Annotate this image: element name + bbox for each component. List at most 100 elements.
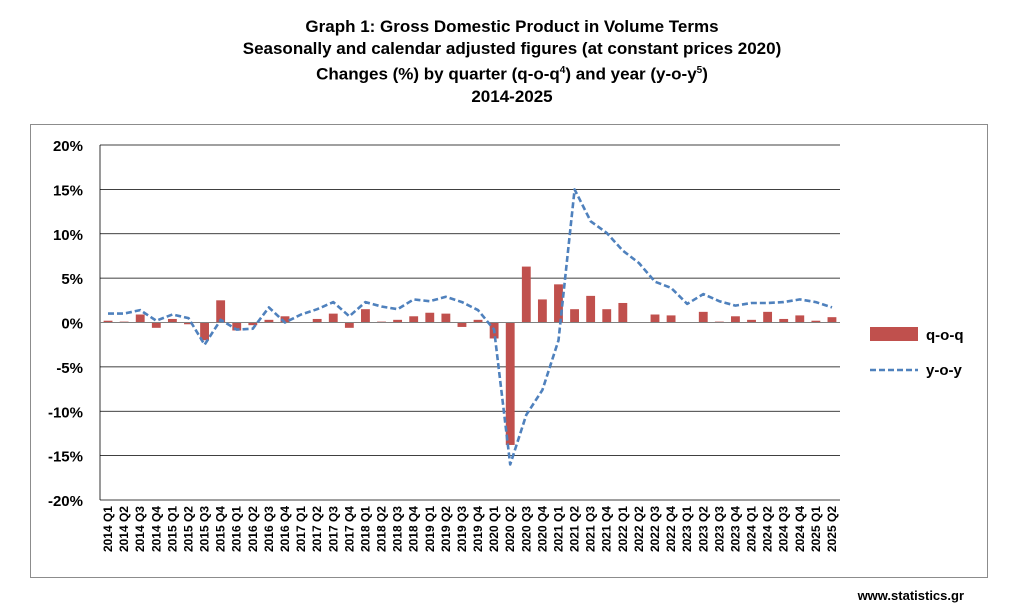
qoq-bar [666, 315, 676, 323]
qoq-bar [393, 319, 403, 323]
qoq-bar [200, 322, 209, 341]
x-tick-label: 2017 Q3 [326, 506, 340, 552]
title-line-3-part-b: ) and year (y-o-y [565, 64, 697, 84]
x-tick-label: 2024 Q3 [777, 506, 791, 552]
x-tick-label: 2021 Q1 [551, 506, 565, 552]
x-tick-label: 2014 Q2 [117, 506, 131, 552]
qoq-bar [473, 319, 483, 323]
qoq-bar [521, 266, 531, 323]
qoq-bar [361, 309, 370, 323]
y-tick-label: -15% [48, 449, 83, 466]
x-tick-label: 2022 Q2 [632, 506, 646, 552]
y-tick-label: -5% [56, 360, 83, 377]
qoq-bar [795, 315, 805, 323]
x-tick-label: 2023 Q3 [712, 506, 726, 552]
qoq-bar [747, 319, 756, 323]
qoq-bar [602, 309, 612, 323]
x-tick-label: 2018 Q4 [407, 506, 421, 552]
qoq-bar [570, 309, 579, 323]
qoq-bar [457, 322, 467, 327]
y-tick-label: 5% [61, 271, 83, 288]
y-tick-label: -10% [48, 404, 83, 421]
x-tick-label: 2014 Q3 [133, 506, 147, 552]
y-tick-label: 0% [61, 316, 83, 333]
x-tick-label: 2020 Q1 [487, 506, 501, 552]
qoq-bar [554, 284, 563, 323]
x-tick-label: 2021 Q3 [584, 506, 598, 552]
x-tick-label: 2018 Q1 [358, 506, 372, 552]
x-tick-label: 2022 Q3 [648, 506, 662, 552]
x-tick-label: 2021 Q4 [600, 506, 614, 552]
qoq-bar [280, 316, 290, 323]
qoq-bar [586, 295, 596, 323]
qoq-bar [151, 322, 161, 328]
yoy-line [108, 188, 833, 466]
x-tick-label: 2014 Q1 [101, 506, 115, 552]
x-tick-label: 2019 Q1 [423, 506, 437, 552]
qoq-bar [650, 314, 660, 323]
x-tick-label: 2024 Q2 [761, 506, 775, 552]
chart-title-line-2: Seasonally and calendar adjusted figures… [242, 39, 782, 58]
x-tick-label: 2019 Q2 [439, 506, 453, 552]
title-line-3-part-a: Changes (%) by quarter (q-o-q [316, 64, 560, 84]
qoq-bar [312, 318, 322, 323]
x-tick-label: 2024 Q4 [793, 506, 807, 552]
y-tick-label: -20% [48, 493, 83, 510]
qoq-bar [135, 314, 145, 323]
qoq-bar [537, 299, 547, 323]
title-line-3-part-c: ) [702, 64, 708, 84]
qoq-bar [232, 322, 242, 331]
chart-title-line-4: 2014-2025 [471, 86, 553, 106]
x-tick-label: 2017 Q4 [342, 506, 356, 552]
x-tick-label: 2016 Q2 [246, 506, 260, 552]
y-tick-label: 15% [53, 182, 83, 199]
chart-frame [30, 124, 988, 578]
x-tick-label: 2021 Q2 [568, 506, 582, 552]
qoq-bar [618, 302, 628, 323]
source-website: www.statistics.gr [857, 588, 964, 603]
x-tick-label: 2018 Q3 [391, 506, 405, 552]
x-tick-label: 2016 Q1 [230, 506, 244, 552]
qoq-bar [409, 316, 419, 323]
qoq-bar [811, 320, 821, 323]
footnote-marker-5: 5 [696, 65, 703, 76]
x-tick-label: 2020 Q4 [535, 506, 549, 552]
legend-swatch-qoq [870, 327, 918, 341]
x-tick-label: 2025 Q2 [825, 506, 839, 552]
x-tick-label: 2014 Q4 [149, 506, 163, 552]
x-tick-label: 2019 Q4 [471, 506, 485, 552]
y-tick-label: 20% [53, 138, 83, 155]
x-tick-label: 2022 Q1 [616, 506, 630, 552]
qoq-bar [103, 320, 113, 323]
x-tick-label: 2017 Q2 [310, 506, 324, 552]
qoq-bar [216, 300, 226, 323]
x-tick-label: 2022 Q4 [664, 506, 678, 552]
qoq-bar [731, 316, 740, 323]
x-tick-label: 2015 Q2 [181, 506, 195, 552]
footnote-marker-4: 4 [559, 65, 566, 76]
legend-label-yoy: y-o-y [926, 362, 962, 379]
x-tick-label: 2017 Q1 [294, 506, 308, 552]
qoq-bar [698, 311, 708, 323]
x-tick-label: 2018 Q2 [375, 506, 389, 552]
x-tick-label: 2015 Q3 [198, 506, 212, 552]
chart-title-block: Graph 1: Gross Domestic Product in Volum… [0, 16, 1024, 108]
x-tick-label: 2019 Q3 [455, 506, 469, 552]
qoq-bar [264, 319, 274, 323]
qoq-bar [328, 313, 338, 323]
y-tick-label: 10% [53, 227, 83, 244]
qoq-bar [425, 312, 435, 323]
qoq-bar [344, 322, 354, 328]
x-tick-label: 2025 Q1 [809, 506, 823, 552]
x-tick-label: 2023 Q4 [728, 506, 742, 552]
qoq-bar [441, 313, 451, 323]
x-tick-label: 2023 Q1 [680, 506, 694, 552]
x-tick-label: 2015 Q1 [165, 506, 179, 552]
x-tick-label: 2015 Q4 [214, 506, 228, 552]
qoq-bar [184, 322, 193, 325]
x-tick-label: 2016 Q4 [278, 506, 292, 552]
qoq-bar [827, 317, 837, 323]
x-tick-label: 2016 Q3 [262, 506, 276, 552]
x-tick-label: 2024 Q1 [745, 506, 759, 552]
legend-label-qoq: q-o-q [926, 327, 963, 344]
